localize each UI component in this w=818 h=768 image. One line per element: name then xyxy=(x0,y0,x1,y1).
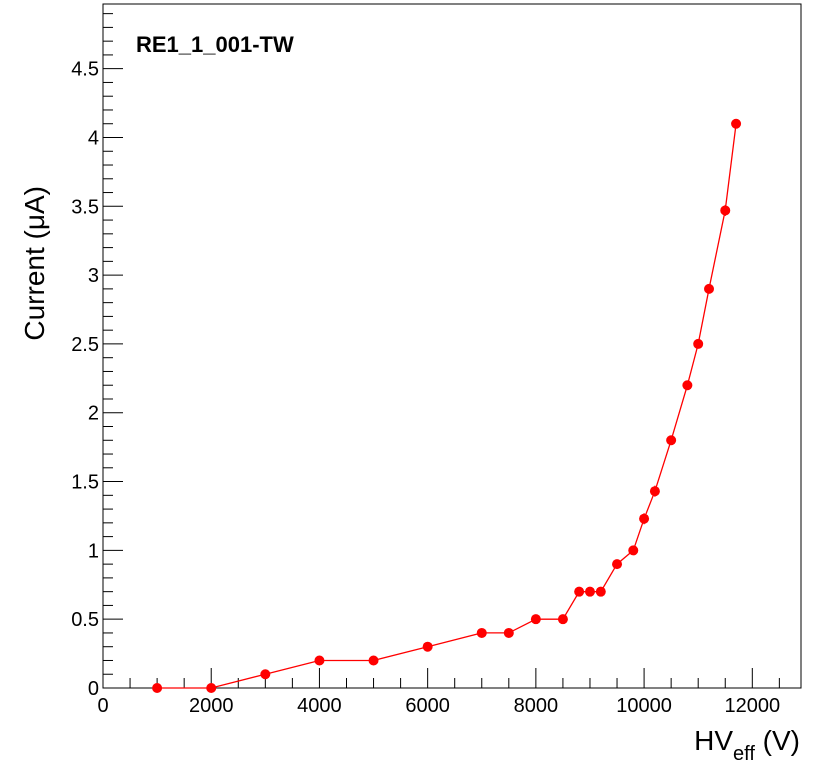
x-tick-label: 2000 xyxy=(189,695,234,717)
y-tick-label: 0.5 xyxy=(71,609,99,631)
y-tick-label: 1 xyxy=(88,540,99,562)
data-point xyxy=(720,205,731,216)
plot-frame xyxy=(102,3,802,689)
data-point xyxy=(612,559,623,570)
data-point xyxy=(422,641,433,652)
x-tick-label: 10000 xyxy=(616,695,672,717)
x-axis-title-main: HV xyxy=(694,725,733,756)
x-axis-title-subscript: eff xyxy=(733,743,755,765)
data-point xyxy=(649,486,660,497)
y-tick-label: 4.5 xyxy=(71,59,99,81)
data-point xyxy=(260,669,271,680)
y-tick-label: 3.5 xyxy=(71,196,99,218)
data-point xyxy=(503,627,514,638)
data-point xyxy=(731,118,742,129)
x-tick-label: 4000 xyxy=(297,695,342,717)
axis-tick-labels: 0 2000 4000 6000 8000 10000 12000 0 0.5 1 1.5 2 2.5 3… xyxy=(71,59,780,717)
data-point xyxy=(557,614,568,625)
y-tick-label: 4 xyxy=(88,127,99,149)
x-tick-label: 6000 xyxy=(405,695,450,717)
data-point xyxy=(574,586,585,597)
data-point xyxy=(666,435,677,446)
data-point xyxy=(693,338,704,349)
x-tick-label: 0 xyxy=(97,695,108,717)
chart-title: RE1_1_001-TW xyxy=(136,32,294,57)
data-point xyxy=(368,655,379,666)
y-tick-label: 1.5 xyxy=(71,472,99,494)
axis-ticks xyxy=(102,13,780,689)
x-tick-label: 12000 xyxy=(724,695,780,717)
x-tick-label: 8000 xyxy=(514,695,559,717)
y-axis-title: Current (μA) xyxy=(19,186,50,341)
data-point xyxy=(314,655,325,666)
series-line xyxy=(157,123,737,689)
data-point xyxy=(595,586,606,597)
y-tick-label: 0 xyxy=(88,678,99,700)
data-point xyxy=(152,683,163,693)
data-series xyxy=(152,118,742,693)
data-point xyxy=(704,283,715,294)
data-point xyxy=(530,614,541,625)
data-point xyxy=(584,586,595,597)
data-point xyxy=(639,513,650,524)
data-point xyxy=(476,627,487,638)
y-tick-label: 3 xyxy=(88,265,99,287)
y-tick-label: 2 xyxy=(88,403,99,425)
data-point xyxy=(206,683,217,693)
y-tick-label: 2.5 xyxy=(71,334,99,356)
x-axis-title-unit: (V) xyxy=(755,725,800,756)
data-point xyxy=(682,380,693,391)
data-point xyxy=(628,545,639,556)
x-axis-title: HVeff (V) xyxy=(694,725,800,765)
